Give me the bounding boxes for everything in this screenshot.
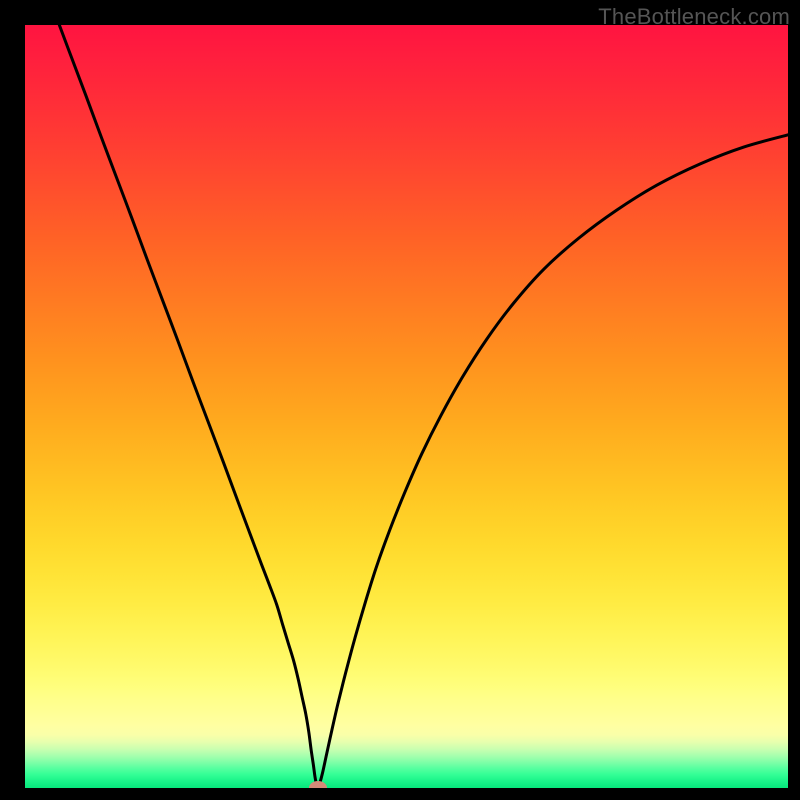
chart-container: TheBottleneck.com [0,0,800,800]
bottleneck-curve [59,25,788,788]
watermark-text: TheBottleneck.com [598,4,790,30]
curve-layer [25,25,788,788]
plot-area [25,25,788,788]
minimum-marker [309,781,327,788]
